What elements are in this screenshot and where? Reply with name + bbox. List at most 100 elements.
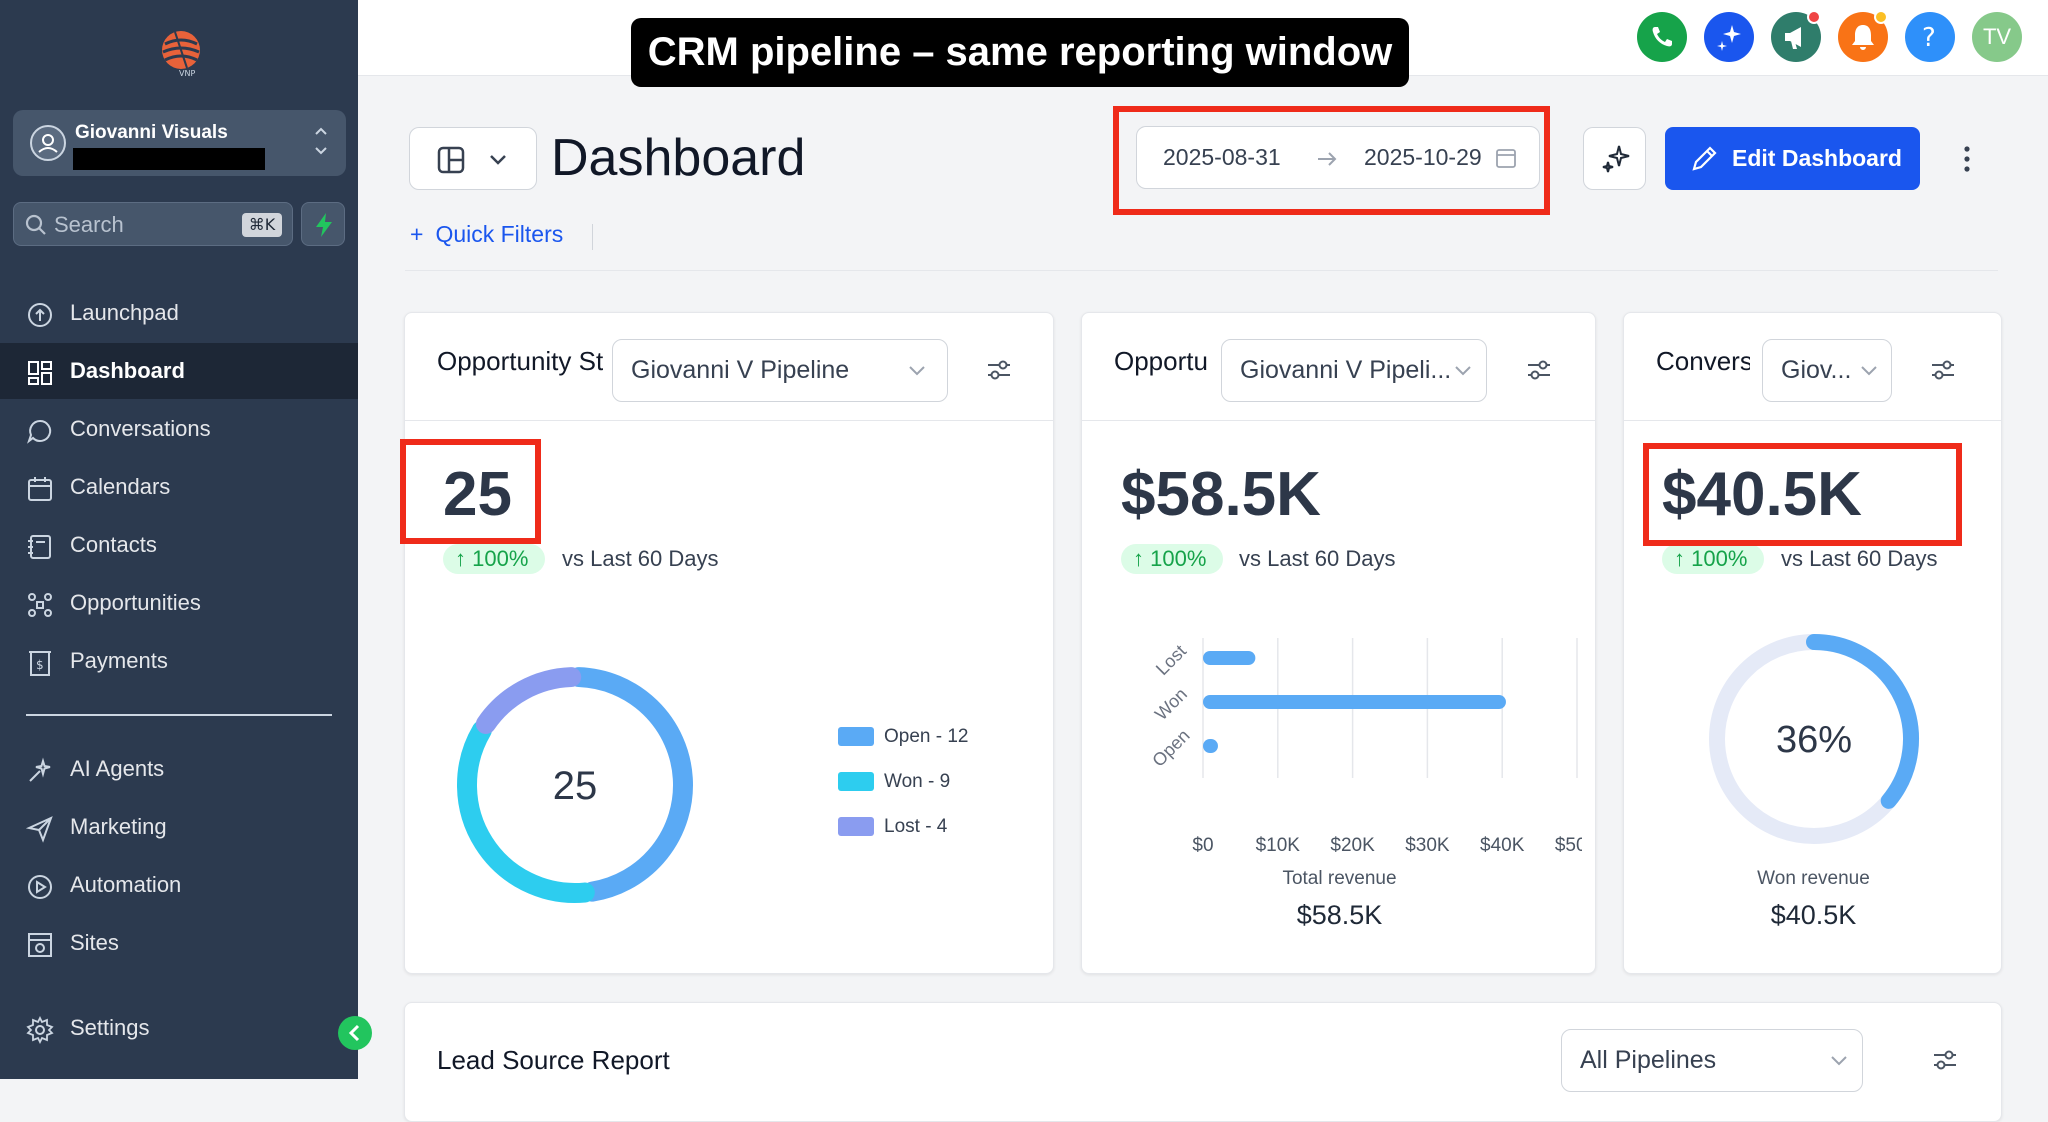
plus-icon: + — [410, 221, 424, 247]
sidebar-item-label: Calendars — [70, 474, 171, 499]
phone-button[interactable] — [1637, 12, 1687, 62]
comparison-label: vs Last 60 Days — [1781, 546, 1938, 571]
filter-settings-icon[interactable] — [1931, 1049, 1959, 1071]
sidebar-item-settings[interactable]: Settings — [0, 1000, 358, 1056]
sidebar-item-payments[interactable]: $ Payments — [0, 633, 358, 689]
ai-assistant-button[interactable] — [1704, 12, 1754, 62]
metric-value: $40.5K — [1662, 460, 1862, 529]
change-badge: ↑ 100% — [1662, 544, 1764, 574]
edit-dashboard-button[interactable]: Edit Dashboard — [1665, 127, 1920, 190]
sidebar-item-marketing[interactable]: Marketing — [0, 799, 358, 855]
card-header: Opportunity Status Giovanni V Pipeline — [405, 313, 1053, 421]
collapse-sidebar-button[interactable] — [338, 1016, 372, 1050]
sidebar-item-label: Opportunities — [70, 590, 201, 615]
date-end: 2025-10-29 — [1364, 144, 1482, 170]
quick-filters-label: Quick Filters — [435, 221, 564, 247]
gear-icon — [26, 1016, 54, 1044]
chevron-updown-icon — [313, 124, 329, 162]
ai-insights-button[interactable] — [1583, 127, 1646, 190]
donut-slice-open — [568, 667, 693, 902]
announcements-button[interactable] — [1771, 10, 1821, 62]
workspace-name: Giovanni Visuals — [75, 122, 228, 143]
sidebar-item-dashboard[interactable]: Dashboard — [0, 343, 358, 399]
sidebar-item-label: Dashboard — [70, 358, 185, 383]
send-icon — [26, 816, 53, 843]
company-logo[interactable]: VNP — [155, 22, 211, 78]
sidebar-item-opportunities[interactable]: Opportunities — [0, 575, 358, 631]
sidebar-item-label: Sites — [70, 930, 119, 955]
chart-caption-value: $58.5K — [1296, 900, 1383, 930]
opportunities-icon — [28, 593, 52, 617]
sidebar-item-automation[interactable]: Automation — [0, 857, 358, 913]
bolt-icon — [316, 213, 332, 237]
chevron-down-icon — [909, 366, 925, 376]
ai-agents-icon — [29, 757, 51, 782]
change-value: 100% — [472, 546, 529, 571]
card-title: Opportunity Value — [1114, 346, 1209, 376]
change-badge: ↑ 100% — [443, 544, 545, 574]
sidebar-item-launchpad[interactable]: Launchpad — [0, 285, 358, 341]
pipeline-select[interactable]: All Pipelines — [1561, 1029, 1863, 1092]
filter-settings-icon[interactable] — [1929, 359, 1957, 381]
sidebar-item-label: Launchpad — [70, 300, 179, 325]
pipeline-select[interactable]: Giovanni V Pipeline — [612, 339, 948, 402]
contacts-icon — [28, 535, 51, 559]
sparkle-icon — [1602, 145, 1630, 173]
sidebar-item-conversations[interactable]: Conversations — [0, 401, 358, 457]
donut-chart: 25 — [457, 667, 693, 903]
date-range-picker[interactable]: 2025-08-31 2025-10-29 — [1136, 126, 1540, 189]
sidebar-item-sites[interactable]: Sites — [0, 915, 358, 971]
page-title: Dashboard — [551, 129, 806, 187]
launchpad-icon — [28, 303, 52, 327]
sidebar-item-ai-agents[interactable]: AI Agents — [0, 741, 358, 797]
help-icon: ? — [1922, 23, 1936, 53]
user-avatar[interactable]: TV — [1972, 12, 2022, 62]
pipeline-select-value: Giovanni V Pipeline — [631, 356, 850, 384]
workspace-switcher[interactable]: Giovanni Visuals — [13, 110, 346, 176]
x-tick-label: $30K — [1405, 835, 1450, 856]
highlight-box — [1643, 443, 1962, 546]
sidebar-divider — [26, 714, 332, 716]
card-header: Conversion Rate Giov... — [1624, 313, 2001, 421]
sidebar-item-label: Automation — [70, 872, 182, 897]
sidebar-item-label: AI Agents — [70, 756, 165, 781]
pipeline-select[interactable]: Giovanni V Pipeli... — [1221, 339, 1487, 402]
sidebar-item-calendars[interactable]: Calendars — [0, 459, 358, 515]
donut-slice-lost — [475, 667, 582, 734]
y-tick-label: Won — [1151, 684, 1191, 724]
chart-caption-value: $40.5K — [1770, 900, 1857, 930]
automation-icon — [28, 875, 52, 899]
highlight-box — [1113, 106, 1550, 215]
shortcut-badge: ⌘K — [242, 213, 282, 237]
edit-dashboard-label: Edit Dashboard — [1732, 145, 1902, 171]
layout-switch-button[interactable] — [409, 127, 537, 190]
pipeline-select[interactable]: Giov... — [1762, 339, 1892, 402]
quick-filters-link[interactable]: + Quick Filters — [410, 221, 563, 248]
chevron-down-icon — [1861, 366, 1877, 376]
svg-text:VNP: VNP — [179, 69, 195, 78]
quick-action-button[interactable] — [301, 202, 345, 246]
annotation-banner: CRM pipeline – same reporting window — [631, 18, 1409, 87]
legend-label: Open - 12 — [884, 726, 969, 747]
gauge-center-label: 36% — [1776, 719, 1852, 761]
lead-source-card: Lead Source Report All Pipelines — [404, 1002, 2002, 1122]
change-badge: ↑ 100% — [1121, 544, 1223, 574]
notifications-button[interactable] — [1838, 10, 1888, 62]
highlight-box — [400, 439, 541, 544]
donut-slice-won — [457, 720, 595, 903]
more-options-button[interactable] — [1955, 140, 1979, 180]
search-input[interactable]: Search ⌘K — [13, 202, 293, 246]
sidebar-item-contacts[interactable]: Contacts — [0, 517, 358, 573]
filter-settings-icon[interactable] — [985, 359, 1013, 381]
header-divider — [405, 270, 1998, 271]
calendar-icon — [1496, 149, 1516, 168]
help-button[interactable]: ? — [1905, 12, 1955, 62]
filter-settings-icon[interactable] — [1525, 359, 1553, 381]
arrow-right-icon — [1318, 152, 1337, 166]
calendar-icon — [28, 477, 52, 501]
sidebar-item-label: Payments — [70, 648, 168, 673]
sidebar-item-label: Contacts — [70, 532, 157, 557]
redacted-address — [73, 148, 265, 170]
bar-won — [1203, 695, 1506, 709]
sidebar-item-label: Marketing — [70, 814, 167, 839]
